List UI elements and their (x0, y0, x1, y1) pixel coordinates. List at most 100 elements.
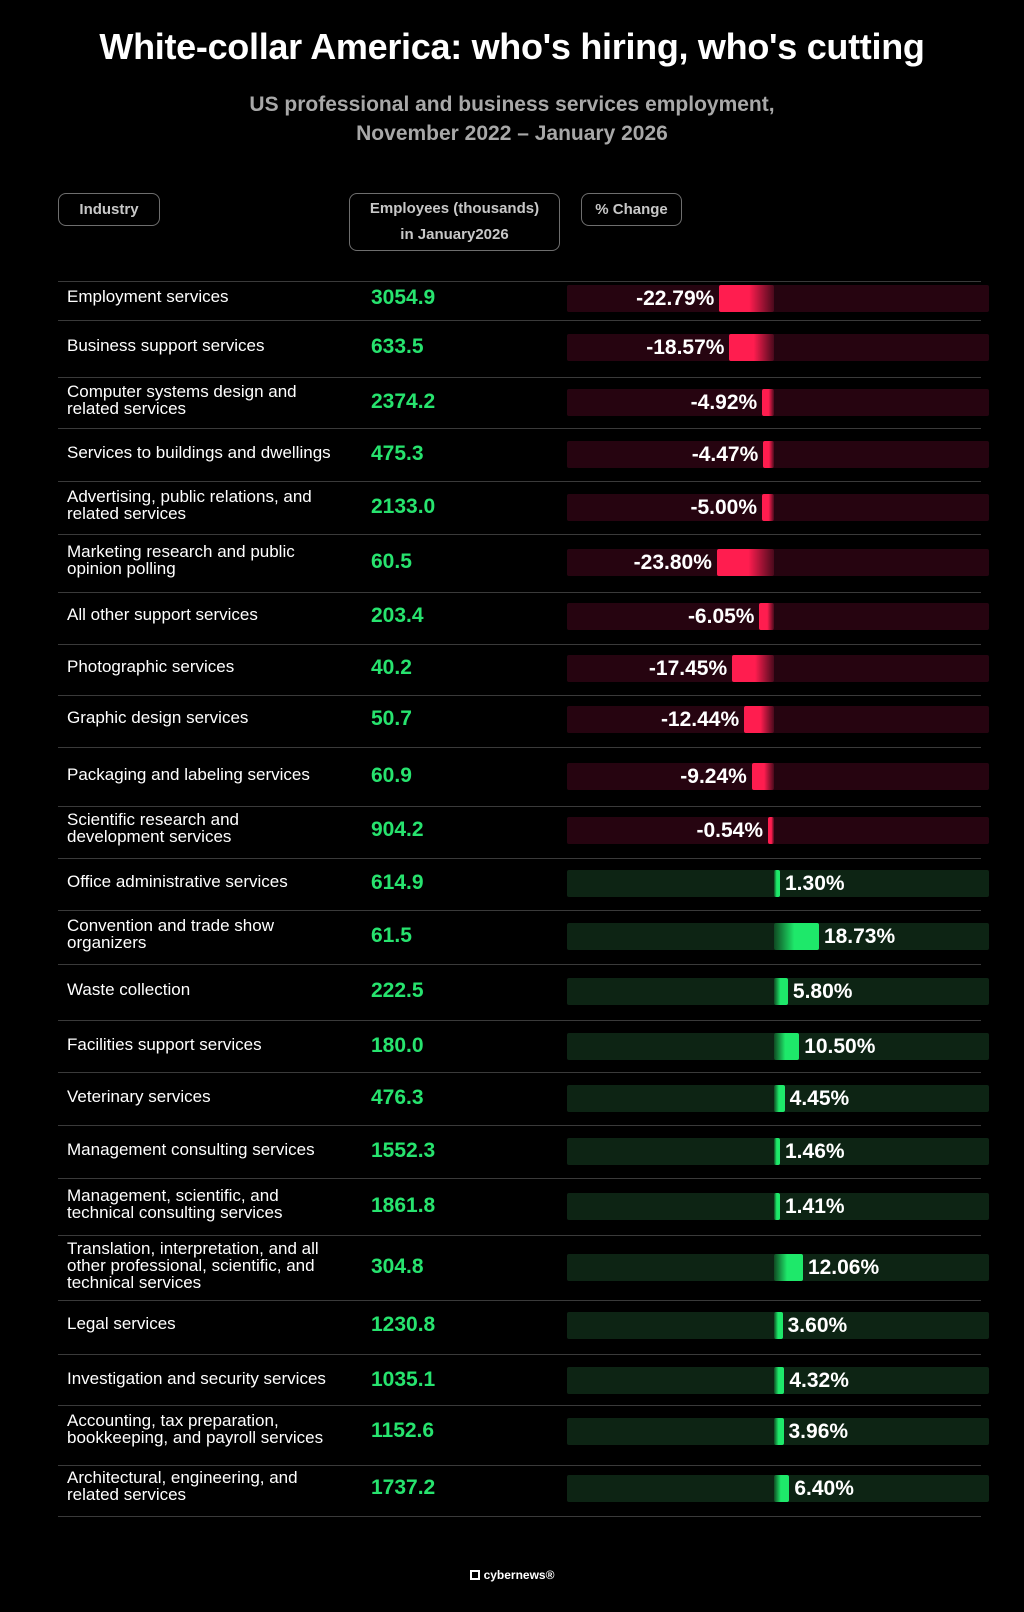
employees-value: 222.5 (371, 979, 424, 1002)
industry-label: Convention and trade show organizers (67, 916, 274, 952)
industry-label: Translation, interpretation, and all oth… (67, 1238, 319, 1292)
industry-label: Accounting, tax preparation, bookkeeping… (67, 1411, 324, 1447)
employees-value: 1552.3 (371, 1139, 436, 1162)
employees-column-header: Employees (thousands) in January2026 (349, 193, 560, 251)
employees-value: 61.5 (371, 924, 412, 947)
change-percent-label: -4.92% (690, 390, 758, 414)
change-bar-track: 1.41% (567, 1192, 989, 1220)
row-separator (58, 377, 981, 378)
chart-table-body: Employment services 3054.9 -22.79% Business… (58, 281, 989, 1517)
employees-value: 475.3 (371, 442, 424, 465)
employees-value: 614.9 (371, 871, 424, 894)
employees-value: 60.9 (371, 764, 412, 787)
change-bar-track: 5.80% (567, 977, 989, 1005)
footer-brand: cybernews® (483, 1568, 555, 1582)
change-percent-label: 3.60% (787, 1313, 848, 1337)
industry-label: Scientific research and development serv… (67, 810, 239, 846)
change-bar-track: -18.57% (567, 333, 989, 361)
industry-label: Legal services (67, 1313, 176, 1333)
change-percent-label: 1.41% (785, 1194, 845, 1218)
negative-change-bar (751, 762, 774, 790)
change-bar-track: -6.05% (567, 602, 989, 630)
row-separator (58, 1405, 981, 1406)
row-separator (58, 428, 981, 429)
employees-value: 2374.2 (371, 390, 436, 413)
change-bar-track: 1.46% (567, 1137, 989, 1165)
row-separator (58, 1300, 981, 1301)
change-bar-track: -5.00% (567, 493, 989, 521)
row-separator (58, 1072, 981, 1073)
industry-header-label: Industry (79, 200, 139, 218)
row-separator (58, 1235, 981, 1236)
row-separator (58, 695, 981, 696)
industry-column-header: Industry (58, 193, 160, 226)
employees-value: 1152.6 (371, 1419, 435, 1442)
change-percent-label: -4.47% (691, 442, 759, 466)
row-separator (58, 534, 981, 535)
row-separator (58, 858, 981, 859)
positive-change-bar (774, 977, 788, 1005)
row-separator (58, 806, 981, 807)
employees-value: 1861.8 (371, 1194, 436, 1217)
row-separator (58, 281, 981, 282)
industry-label: All other support services (67, 604, 258, 624)
industry-label: Facilities support services (67, 1034, 262, 1054)
industry-label: Computer systems design and related serv… (67, 382, 297, 418)
negative-change-bar (729, 333, 774, 361)
employees-value: 1230.8 (371, 1313, 436, 1336)
change-percent-label: 18.73% (823, 924, 896, 948)
row-separator (58, 1354, 981, 1355)
industry-label: Advertising, public relations, and relat… (67, 487, 312, 523)
change-percent-label: -22.79% (636, 286, 715, 310)
negative-change-bar (744, 705, 774, 733)
change-percent-label: -23.80% (633, 550, 712, 574)
change-percent-label: -9.24% (680, 764, 747, 788)
positive-change-bar (774, 1311, 783, 1339)
industry-label: Office administrative services (67, 871, 288, 891)
industry-label: Packaging and labeling services (67, 764, 310, 784)
negative-change-bar (716, 548, 774, 576)
change-percent-label: 4.45% (789, 1086, 850, 1110)
chart-subtitle-line1: US professional and business services em… (249, 93, 775, 116)
change-percent-label: 1.30% (785, 871, 845, 895)
cybernews-logo-icon (469, 1570, 480, 1580)
employees-value: 304.8 (371, 1255, 424, 1278)
change-bar-track: -23.80% (567, 548, 989, 576)
row-separator (58, 1020, 981, 1021)
positive-change-bar (774, 1032, 800, 1060)
industry-label: Management consulting services (67, 1139, 315, 1159)
employees-value: 633.5 (371, 335, 424, 358)
employees-value: 1035.1 (371, 1368, 436, 1391)
change-bar-track: -0.54% (567, 816, 989, 844)
change-bar-track: 6.40% (567, 1474, 989, 1502)
negative-change-bar (768, 816, 774, 844)
positive-change-bar (774, 1084, 785, 1112)
change-bar-track: 3.60% (567, 1311, 989, 1339)
change-bar-track: -22.79% (567, 284, 989, 312)
industry-label: Veterinary services (67, 1086, 211, 1106)
change-percent-label: -12.44% (660, 707, 740, 731)
row-separator (58, 1516, 981, 1517)
employees-value: 50.7 (371, 707, 412, 730)
employees-value: 476.3 (371, 1086, 424, 1109)
chart-subtitle-line2: November 2022 – January 2026 (356, 122, 668, 145)
negative-change-bar (759, 602, 774, 630)
change-percent-label: -5.00% (690, 495, 757, 519)
employees-value: 904.2 (371, 818, 424, 841)
industry-label: Photographic services (67, 656, 235, 676)
positive-change-bar (774, 922, 819, 950)
industry-label: Investigation and security services (67, 1368, 326, 1388)
change-bar-track: 4.45% (567, 1084, 989, 1112)
positive-change-bar (774, 1366, 785, 1394)
row-separator (58, 644, 981, 645)
change-bar-track: 12.06% (567, 1253, 989, 1281)
change-percent-label: -17.45% (648, 656, 728, 680)
positive-change-bar (774, 869, 780, 897)
change-bar-track: 10.50% (567, 1032, 989, 1060)
employees-value: 1737.2 (371, 1476, 436, 1499)
change-percent-label: 6.40% (794, 1476, 854, 1500)
positive-change-bar (774, 1417, 784, 1445)
change-percent-label: -6.05% (687, 604, 755, 628)
row-separator (58, 964, 981, 965)
industry-label: Waste collection (67, 979, 191, 999)
